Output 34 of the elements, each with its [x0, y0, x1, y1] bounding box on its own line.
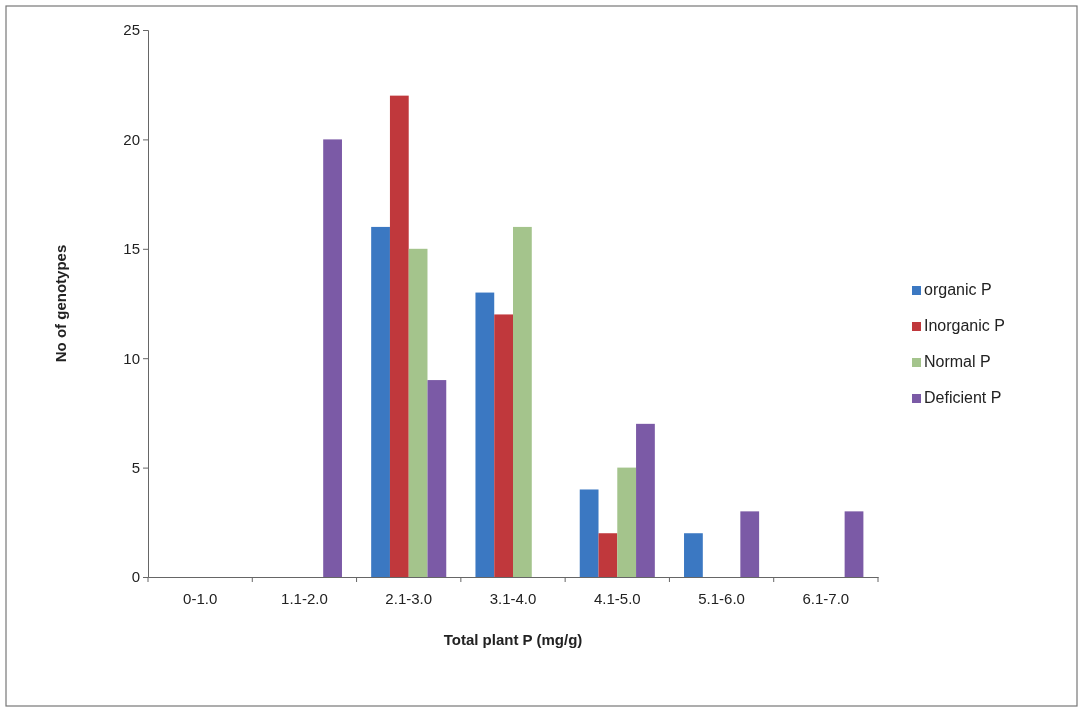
bar — [684, 533, 703, 577]
bar — [636, 423, 655, 577]
y-axis-title: No of genotypes — [52, 244, 69, 363]
x-axis-title: Total plant P (mg/g) — [443, 631, 583, 648]
y-tick-label: 15 — [123, 240, 140, 258]
x-tick-label: 3.1-4.0 — [489, 590, 537, 607]
bar — [323, 139, 342, 577]
x-tick-label: 5.1-6.0 — [698, 590, 745, 607]
bar — [740, 511, 760, 577]
bar — [598, 533, 618, 577]
bar — [494, 314, 513, 577]
legend-label: Deficient P — [924, 389, 1002, 406]
bar — [408, 248, 428, 577]
legend-label: Normal P — [924, 353, 991, 370]
bar — [371, 226, 390, 577]
bar — [617, 467, 637, 577]
bar — [513, 226, 532, 577]
legend-label: Inorganic P — [924, 317, 1005, 334]
x-tick-label: 0-1.0 — [183, 590, 218, 607]
bar — [427, 380, 447, 577]
x-tick-label: 6.1-7.0 — [802, 590, 850, 607]
y-tick-label: 5 — [131, 458, 140, 476]
y-tick-label: 10 — [123, 349, 140, 367]
legend-label: organic P — [924, 281, 992, 298]
x-tick-label: 1.1-2.0 — [281, 590, 328, 607]
x-tick-label: 2.1-3.0 — [385, 590, 433, 607]
bar — [579, 489, 599, 577]
bar — [475, 292, 495, 577]
x-tick-label: 4.1-5.0 — [593, 590, 641, 607]
y-tick-label: 0 — [131, 568, 140, 586]
bar — [844, 511, 864, 577]
y-tick-label: 20 — [123, 130, 140, 148]
bar — [389, 95, 409, 577]
y-tick-label: 25 — [123, 21, 140, 39]
